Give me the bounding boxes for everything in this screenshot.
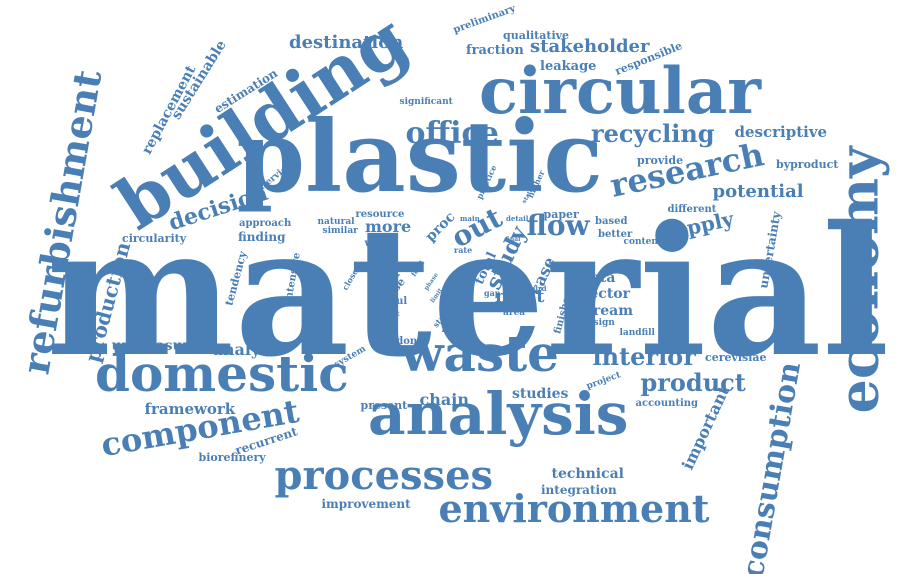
word-circularity: circularity <box>122 231 187 245</box>
word-sector: sector <box>581 286 631 302</box>
word-leakage: leakage <box>540 58 597 74</box>
word-useful: useful <box>372 296 408 307</box>
word-byproduct: byproduct <box>776 157 839 171</box>
word-fraction: fraction <box>466 42 524 58</box>
word-destination: destination <box>289 32 404 53</box>
word-better: better <box>598 229 633 240</box>
word-flow: flow <box>526 209 590 242</box>
word-design: design <box>581 317 615 328</box>
word-environment: environment <box>438 486 710 531</box>
word-analysis: analysis <box>368 380 629 448</box>
word-fitting: fitting <box>373 252 398 262</box>
word-material: material <box>46 187 890 396</box>
word-interior: interior <box>592 342 696 371</box>
word-natural: natural <box>317 216 355 227</box>
word-circular: circular <box>479 54 761 129</box>
word-provide: provide <box>637 153 684 167</box>
word-resource: resource <box>355 209 405 220</box>
word-result: result <box>376 308 400 318</box>
word-analyse: analyse <box>212 340 280 359</box>
word-domestic: domestic <box>95 344 349 403</box>
word-content: content <box>623 236 663 247</box>
word-approach: approach <box>239 218 292 229</box>
word-similar: similar <box>322 225 358 236</box>
word-london: london <box>378 336 418 347</box>
word-more: more <box>365 217 412 236</box>
word-studies: studies <box>512 386 569 402</box>
word-area: area <box>503 307 526 318</box>
word-landfill: landfill <box>619 327 655 338</box>
word-paper: paper <box>543 207 579 221</box>
word-present: present <box>360 398 408 412</box>
word-unmeasured: unmeasured <box>111 338 209 354</box>
word-different: different <box>667 204 717 215</box>
word-based: based <box>595 216 628 227</box>
word-work: work <box>364 238 392 249</box>
word-processes: processes <box>274 452 494 499</box>
word-biorefinery: biorefinery <box>198 450 266 464</box>
word-integration: integration <box>541 483 617 497</box>
word-potential: potential <box>712 181 804 202</box>
word-office: office <box>405 116 499 151</box>
word-improvement: improvement <box>321 497 411 511</box>
word-descriptive: descriptive <box>734 122 828 141</box>
word-chain: chain <box>419 390 469 409</box>
word-recycling: recycling <box>591 119 715 148</box>
word-stream: stream <box>578 303 634 319</box>
word-stakeholder: stakeholder <box>530 36 650 57</box>
word-plastic: plastic <box>236 100 604 215</box>
word-accounting: accounting <box>635 398 699 409</box>
word-third: third <box>527 283 547 293</box>
word-gap: gap <box>484 288 501 298</box>
word-significant: significant <box>399 96 453 107</box>
word-technical: technical <box>551 466 625 482</box>
word-detail: detail <box>506 213 529 223</box>
word-cerevisiae: cerevisiae <box>705 350 767 364</box>
word-framework: framework <box>144 399 236 418</box>
word-economy: economy <box>826 146 891 414</box>
word-rate: rate <box>454 245 473 255</box>
word-data: data <box>581 270 616 286</box>
word-final: final <box>505 236 521 243</box>
word-main: main <box>460 213 480 223</box>
word-product: product <box>640 368 746 397</box>
word-finding: finding <box>238 230 286 244</box>
word-waste: waste <box>400 324 560 383</box>
word-qualitative: qualitative <box>503 28 570 42</box>
word-most: most <box>495 286 545 307</box>
word-fixture: fixture <box>441 324 475 335</box>
